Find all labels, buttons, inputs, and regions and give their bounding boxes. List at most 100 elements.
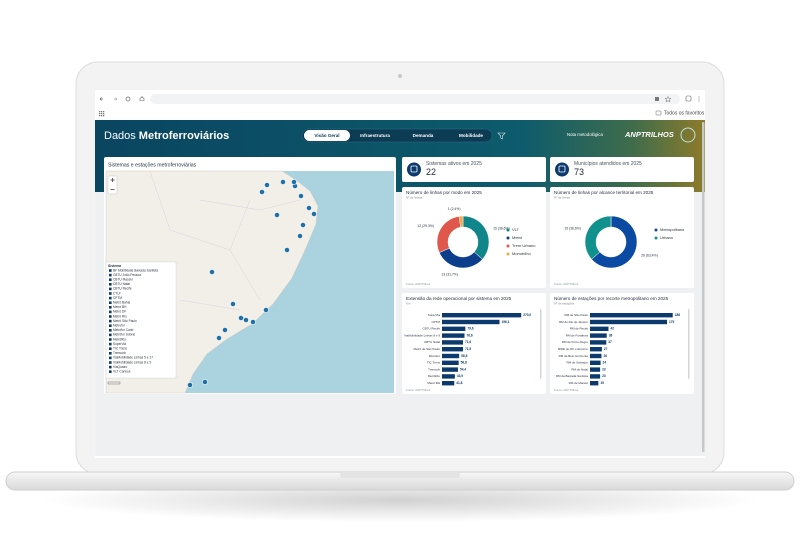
station-marker[interactable] [222, 327, 228, 333]
station-marker[interactable] [306, 205, 312, 211]
address-bar[interactable] [150, 94, 680, 104]
station-marker[interactable] [243, 317, 249, 323]
bar-value: 37 [608, 340, 612, 344]
bar[interactable] [442, 353, 460, 359]
station-marker[interactable] [291, 179, 297, 185]
bar[interactable] [590, 374, 601, 379]
bar-category: CPTM [432, 320, 441, 324]
station-marker[interactable] [263, 307, 269, 313]
station-marker[interactable] [298, 193, 304, 199]
donut-segment[interactable] [458, 215, 464, 228]
bar[interactable] [590, 367, 601, 372]
kpi-icon-glyph [410, 165, 418, 173]
bar[interactable] [442, 374, 455, 379]
bar[interactable] [442, 319, 500, 325]
extensions-icon[interactable] [685, 95, 692, 102]
bar[interactable] [590, 347, 602, 352]
menu-dot[interactable] [698, 98, 700, 100]
bar-category: RM de São Paulo [564, 313, 588, 317]
back-button[interactable] [99, 97, 103, 101]
legend-swatch [109, 301, 112, 304]
legend-swatch [109, 278, 112, 281]
legend-swatch [109, 361, 112, 364]
legend-swatch [109, 287, 112, 291]
station-marker[interactable] [250, 319, 256, 325]
bar-category: TIC Trens [427, 361, 441, 365]
station-marker[interactable] [280, 179, 286, 185]
station-marker[interactable] [209, 269, 215, 275]
bar[interactable] [590, 353, 602, 359]
apps-icon[interactable] [99, 111, 105, 117]
menu-dot[interactable] [698, 100, 700, 102]
chart-source: Fonte: ANPTrilhos [406, 388, 431, 392]
bar-value: 19 [600, 381, 604, 385]
zoom-control[interactable] [107, 175, 118, 195]
home-button[interactable] [139, 96, 145, 101]
bar[interactable] [442, 326, 466, 331]
bar[interactable] [590, 360, 601, 365]
bar-value: 175 [669, 320, 675, 324]
bar[interactable] [590, 313, 673, 318]
station-marker[interactable] [216, 335, 222, 341]
bar[interactable] [590, 340, 607, 345]
bar[interactable] [442, 360, 459, 365]
station-marker[interactable] [259, 189, 265, 195]
translate-icon[interactable] [655, 97, 659, 101]
tab[interactable]: Infraestrutura [360, 133, 390, 138]
bar[interactable] [442, 333, 465, 338]
kpi-card [550, 157, 694, 182]
tab[interactable]: Demanda [413, 133, 434, 138]
bookmark-star[interactable] [664, 95, 672, 103]
state-borders [149, 170, 301, 311]
legend-label: VLT [512, 227, 520, 232]
chart-card [550, 187, 694, 288]
chart-subtitle: Nº de estações [554, 301, 575, 305]
bar[interactable] [590, 326, 609, 331]
station-marker[interactable] [264, 182, 270, 188]
station-marker[interactable] [297, 233, 303, 239]
bar[interactable] [590, 333, 607, 338]
methodology-link[interactable]: Nota metodológica [567, 132, 603, 137]
bar[interactable] [442, 347, 463, 352]
station-marker[interactable] [202, 379, 208, 385]
station-marker[interactable] [300, 222, 306, 228]
legend-item: ViaQuatro [113, 365, 128, 369]
forward-button[interactable] [114, 97, 118, 101]
bar-category: MetrôRio [428, 374, 441, 378]
legend-item: Metrô BH [113, 305, 127, 309]
chart-card [402, 187, 546, 288]
filter-button[interactable] [497, 132, 506, 140]
bar[interactable] [590, 381, 599, 386]
station-marker[interactable] [187, 382, 193, 388]
legend-swatch [506, 228, 510, 232]
legend-item: TIC Trens [113, 347, 127, 351]
bar[interactable] [590, 319, 667, 325]
data-label: 1 (2,4%) [448, 207, 461, 211]
legend-item: MetrôRio [113, 337, 126, 341]
bar-value: 38 [609, 333, 613, 337]
logo-mark [680, 127, 696, 143]
station-marker[interactable] [284, 247, 290, 253]
data-label: 15 (36,6%) [564, 226, 581, 230]
tab[interactable]: Visão Geral [314, 133, 339, 138]
bar[interactable] [442, 367, 458, 372]
station-marker[interactable] [274, 212, 280, 218]
donut-segment[interactable] [591, 215, 638, 269]
station-marker[interactable] [311, 211, 317, 217]
bar[interactable] [442, 381, 455, 386]
bookmarks-label[interactable]: Todos os favoritos [664, 111, 705, 117]
bar-category: Metrô de São Paulo [413, 347, 440, 351]
bar-category: RM de Natal [571, 367, 588, 371]
menu-dot[interactable] [698, 96, 700, 98]
station-marker[interactable] [238, 315, 244, 321]
bar-category: Trensurb [428, 367, 440, 371]
bar-category: SuperVia [428, 313, 441, 317]
station-marker[interactable] [230, 301, 236, 307]
bar[interactable] [442, 340, 464, 345]
tab[interactable]: Mobilidade [459, 133, 483, 138]
bar-value: 23 [602, 367, 606, 371]
reload-button[interactable] [125, 96, 131, 102]
bar[interactable] [442, 313, 522, 318]
bar-value: 42 [610, 327, 614, 331]
scale-bar [107, 381, 121, 385]
